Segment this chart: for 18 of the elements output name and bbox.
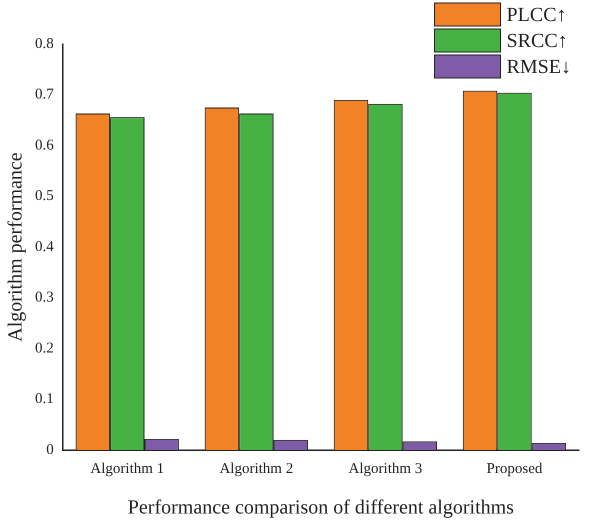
y-tick-label: 0.4 (35, 238, 54, 255)
legend-label: SRCC↑ (506, 30, 568, 52)
x-tick-label: Algorithm 2 (219, 460, 294, 477)
y-tick-label: 0.3 (35, 290, 54, 306)
y-tick-label: 0.5 (35, 188, 54, 204)
x-tick-label: Proposed (486, 460, 543, 477)
y-axis-title: Algorithm performance (4, 152, 26, 342)
y-tick-label: 0.7 (35, 86, 54, 103)
y-tick-label: 0.1 (35, 391, 54, 408)
x-axis-title: Performance comparison of different algorithms (128, 496, 514, 518)
x-tick-label: Algorithm 1 (90, 460, 164, 477)
y-tick-label: 0.8 (35, 36, 54, 52)
y-tick-label: 0 (46, 442, 54, 458)
x-tick-label: Algorithm 3 (348, 460, 422, 477)
y-tick-label: 0.2 (35, 340, 54, 356)
legend-label: RMSE↓ (506, 56, 572, 78)
y-tick-label: 0.6 (35, 137, 54, 154)
legend-label: PLCC↑ (506, 4, 567, 26)
